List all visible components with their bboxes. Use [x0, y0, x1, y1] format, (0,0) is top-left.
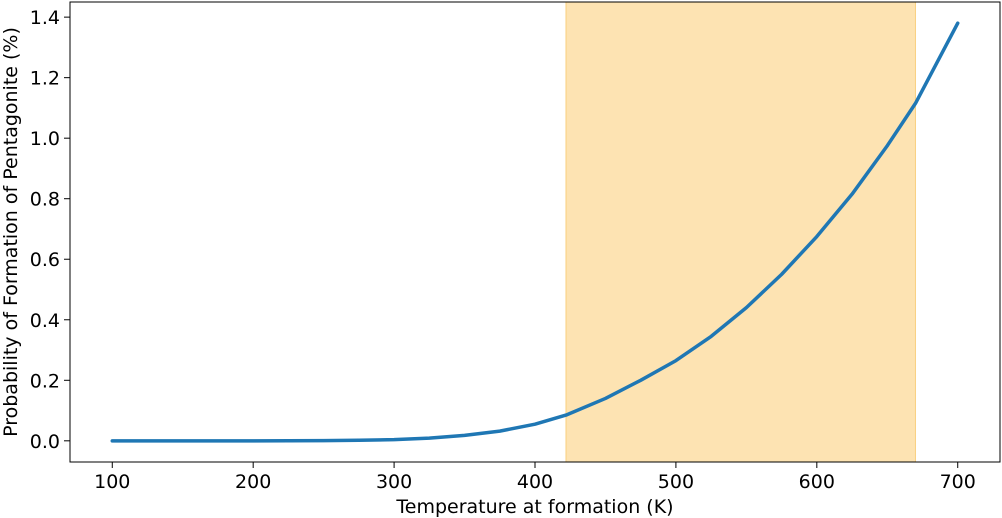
x-tick-label: 400: [517, 471, 553, 493]
y-ticks: 0.0 0.2 0.4 0.6 0.8 1.0 1.2 1.4: [30, 7, 70, 453]
y-tick-label: 0.8: [30, 189, 60, 211]
y-tick-label: 0.4: [30, 310, 60, 332]
x-tick-label: 100: [94, 471, 130, 493]
series-layer: [110, 21, 960, 443]
x-tick-label: 500: [658, 471, 694, 493]
x-tick-label: 300: [376, 471, 412, 493]
y-tick-label: 1.4: [30, 7, 60, 29]
y-axis-label: Probability of Formation of Pentagonite …: [0, 27, 22, 437]
x-tick-label: 600: [799, 471, 835, 493]
x-tick-label: 700: [940, 471, 976, 493]
y-tick-label: 0.6: [30, 249, 60, 271]
series-line-0: [110, 21, 960, 443]
y-tick-label: 1.2: [30, 68, 60, 90]
shaded-region: [565, 1, 916, 463]
y-tick-label: 0.2: [30, 370, 60, 392]
x-ticks: 100 200 300 400 500 600 700: [94, 462, 976, 493]
y-tick-label: 1.0: [30, 128, 60, 150]
x-tick-label: 200: [235, 471, 271, 493]
shaded-region-layer: [565, 1, 916, 463]
y-tick-label: 0.0: [30, 431, 60, 453]
x-axis-label: Temperature at formation (K): [395, 496, 673, 518]
